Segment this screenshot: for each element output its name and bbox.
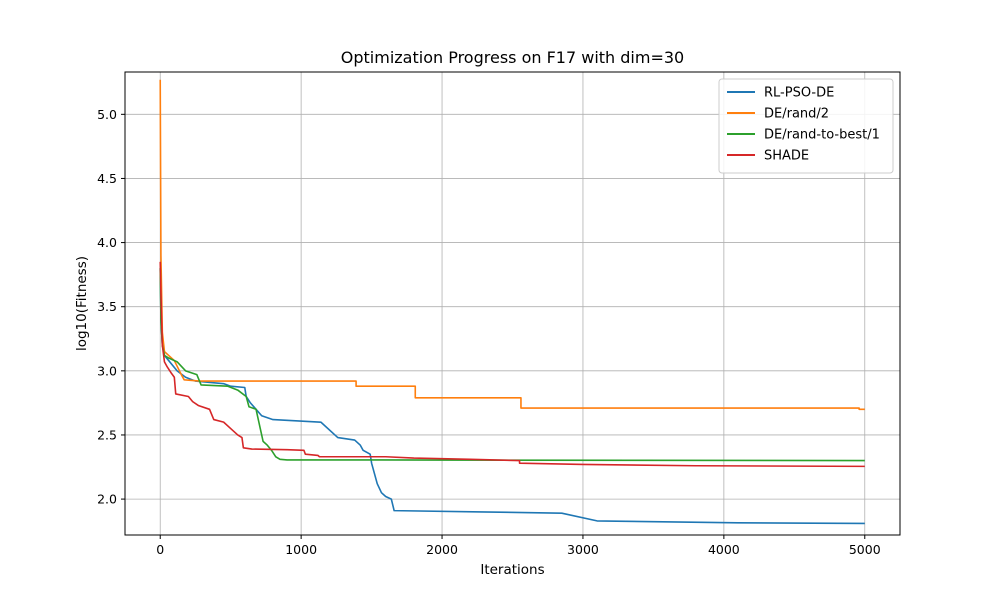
x-tick-label: 4000	[708, 542, 740, 557]
y-tick-label: 3.0	[97, 363, 117, 378]
chart-title: Optimization Progress on F17 with dim=30	[341, 48, 684, 67]
x-tick-label: 0	[156, 542, 164, 557]
series-lines	[159, 79, 865, 525]
x-tick-label: 2000	[426, 542, 458, 557]
x-tick-label: 1000	[285, 542, 317, 557]
y-tick-label: 4.0	[97, 235, 117, 250]
legend-label-1: DE/rand/2	[764, 107, 829, 122]
y-axis-label: log10(Fitness)	[74, 256, 90, 351]
y-tick-label: 4.5	[97, 171, 117, 186]
legend-label-2: DE/rand-to-best/1	[764, 128, 880, 143]
plot-frame	[124, 71, 901, 536]
y-tick-label: 3.5	[97, 299, 117, 314]
y-tick-label: 5.0	[97, 107, 117, 122]
y-tick-label: 2.0	[97, 492, 117, 507]
legend: RL-PSO-DE DE/rand/2 DE/rand-to-best/1 SHADE	[718, 78, 894, 174]
legend-label-3: SHADE	[764, 149, 809, 164]
legend-box	[718, 78, 894, 174]
series-line-1	[159, 79, 865, 411]
grid	[125, 72, 900, 535]
y-tick-label: 2.5	[97, 427, 117, 442]
series-line-2	[159, 268, 865, 462]
x-tick-label: 3000	[567, 542, 599, 557]
series-line-3	[159, 261, 865, 468]
x-tick-label: 5000	[849, 542, 881, 557]
x-axis-label: Iterations	[480, 562, 544, 578]
axis-ticks: 0 1000 2000 3000 4000 5000 2.0 2.5 3.0 3.5 4.0 4.5 5…	[97, 107, 881, 557]
legend-label-0: RL-PSO-DE	[764, 86, 834, 101]
